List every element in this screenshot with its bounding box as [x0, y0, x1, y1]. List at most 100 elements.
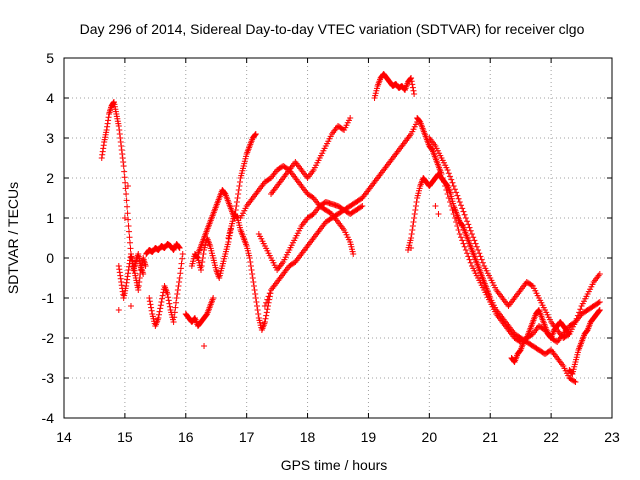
data-point-track-j — [347, 115, 354, 121]
data-point-track-p — [477, 253, 484, 260]
data-point-track-a — [123, 197, 130, 204]
data-point-track-p — [574, 312, 581, 319]
data-point-outliers — [121, 215, 128, 221]
data-point-track-h — [233, 214, 240, 221]
data-point-track-a — [125, 223, 132, 229]
data-point-track-p — [461, 211, 468, 218]
data-point-track-n — [410, 219, 417, 225]
data-point-track-p — [448, 176, 455, 183]
data-point-track-c — [177, 265, 184, 272]
data-point-track-k — [358, 203, 365, 210]
data-point-track-a — [126, 228, 133, 235]
data-point-track-c — [155, 311, 162, 318]
x-tick-label-14: 14 — [56, 429, 72, 445]
data-point-track-c — [170, 319, 177, 325]
data-point-track-c — [148, 307, 155, 314]
data-point-track-h — [263, 312, 270, 319]
data-point-track-a — [121, 168, 128, 175]
data-point-track-p — [479, 259, 486, 266]
x-tick-label-17: 17 — [239, 429, 255, 445]
data-point-track-c — [165, 294, 172, 301]
data-point-track-c — [174, 291, 181, 297]
data-point-track-h — [261, 319, 268, 325]
data-point-track-o — [466, 256, 473, 263]
data-point-track-p — [444, 167, 451, 173]
data-point-track-l — [263, 299, 270, 306]
data-point-track-c — [166, 303, 173, 310]
data-point-track-n — [409, 227, 416, 233]
data-point-outliers — [124, 183, 131, 189]
data-point-track-o — [595, 299, 602, 306]
data-point-track-b — [142, 263, 149, 269]
data-point-track-c — [157, 305, 164, 312]
data-point-track-c — [175, 283, 182, 289]
data-point-track-o — [439, 175, 446, 181]
data-point-track-o — [454, 223, 461, 229]
data-point-track-o — [461, 243, 468, 250]
y-tick-label-0: 0 — [46, 250, 54, 266]
grid — [64, 58, 612, 418]
data-point-track-p — [468, 231, 475, 237]
data-point-track-e — [210, 295, 217, 301]
data-point-track-p — [476, 250, 483, 257]
data-point-track-q — [566, 331, 573, 337]
data-point-track-h — [250, 279, 257, 285]
data-point-track-a — [120, 163, 127, 169]
data-point-track-o — [596, 299, 603, 305]
data-point-track-a — [124, 210, 131, 217]
data-point-track-l — [266, 290, 273, 297]
data-point-track-l — [261, 303, 268, 309]
data-point-track-c — [159, 295, 166, 302]
data-point-track-o — [457, 234, 464, 241]
data-point-track-g — [199, 255, 206, 261]
data-point-track-h — [255, 311, 262, 317]
data-point-track-n — [411, 215, 418, 221]
data-point-track-p — [572, 319, 579, 325]
chart-title: Day 296 of 2014, Sidereal Day-to-day VTE… — [80, 21, 585, 37]
data-point-track-a — [127, 239, 134, 246]
data-point-track-o — [450, 211, 457, 217]
data-points — [98, 71, 603, 385]
data-point-track-o — [445, 195, 452, 201]
data-point-track-p — [577, 306, 584, 313]
data-point-track-h — [249, 275, 256, 281]
data-point-track-n — [412, 207, 419, 213]
data-point-track-p — [576, 309, 583, 316]
y-tick-label--4: -4 — [42, 410, 55, 426]
data-point-track-p — [459, 205, 466, 212]
data-point-track-h — [264, 306, 271, 313]
x-axis-label: GPS time / hours — [281, 457, 388, 473]
plot-frame — [63, 57, 613, 419]
data-point-track-n — [411, 211, 418, 217]
data-point-track-p — [451, 186, 458, 193]
y-tick-label-5: 5 — [46, 50, 54, 66]
data-point-track-h — [254, 303, 261, 309]
data-point-track-f — [252, 131, 259, 138]
data-point-track-g — [198, 267, 204, 273]
data-point-track-h — [250, 283, 257, 289]
data-point-track-d — [176, 245, 183, 251]
data-point-track-h — [253, 299, 260, 305]
data-point-track-g — [200, 251, 207, 257]
data-point-track-c — [176, 279, 183, 285]
data-point-track-c — [155, 315, 162, 321]
data-point-track-o — [455, 227, 462, 233]
data-point-track-f — [235, 187, 242, 193]
x-tick-label-19: 19 — [361, 429, 377, 445]
data-point-track-p — [470, 234, 477, 241]
data-point-track-h — [247, 263, 254, 269]
data-point-track-a — [126, 234, 133, 241]
y-tick-label-2: 2 — [46, 170, 54, 186]
data-point-outliers — [432, 203, 439, 209]
data-point-track-p — [467, 227, 474, 234]
data-point-track-h — [252, 295, 259, 301]
data-point-outliers — [201, 343, 208, 349]
data-point-track-p — [475, 247, 482, 253]
data-point-track-o — [448, 203, 455, 209]
y-tick-label-1: 1 — [46, 210, 54, 226]
data-point-track-c — [179, 251, 186, 257]
data-point-track-k — [359, 203, 366, 209]
data-point-outliers — [408, 245, 415, 251]
data-point-track-c — [177, 270, 184, 277]
data-point-track-g — [198, 263, 205, 269]
